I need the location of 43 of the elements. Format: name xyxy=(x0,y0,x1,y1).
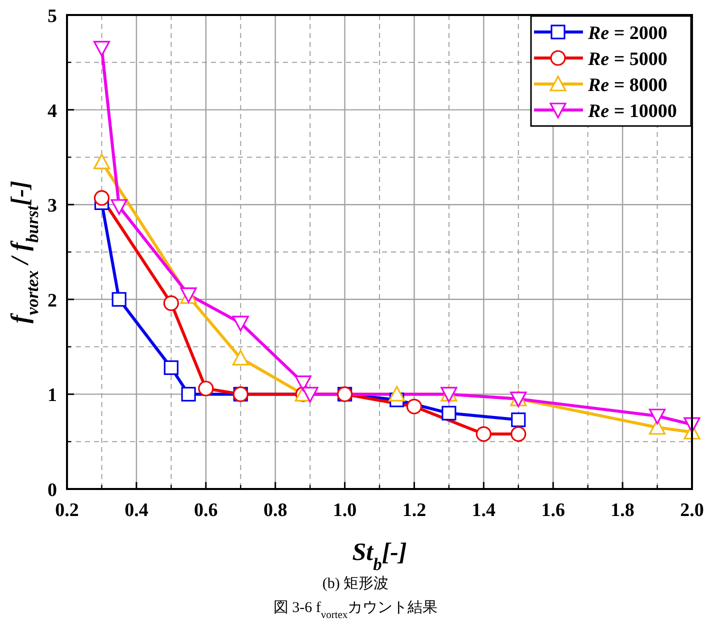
point xyxy=(232,350,249,366)
point xyxy=(302,386,318,402)
x-tick-label: 2.0 xyxy=(680,500,704,521)
y-tick-label: 2 xyxy=(48,290,57,312)
point xyxy=(93,40,110,56)
point xyxy=(510,426,526,442)
text: (b) 矩形波 xyxy=(322,575,389,592)
point xyxy=(476,426,492,442)
point xyxy=(164,360,178,375)
point xyxy=(511,412,526,428)
legend-label: Re = 5000 xyxy=(587,49,668,70)
caption: 図 3-6 f$_{vortex}$カウント結果 xyxy=(273,600,438,620)
x-tick-label: 0.8 xyxy=(263,500,288,521)
y-tick-label: 3 xyxy=(48,196,57,217)
x-tick-label: 1.8 xyxy=(610,500,634,521)
point xyxy=(406,398,422,414)
point xyxy=(442,406,456,420)
point xyxy=(198,380,214,396)
legend-label: Re = 2000 xyxy=(587,23,668,44)
point xyxy=(181,386,196,402)
y-tick-label: 1 xyxy=(48,385,57,406)
point xyxy=(163,295,179,311)
x-tick-label: 1.4 xyxy=(472,500,496,521)
point xyxy=(94,190,110,206)
point xyxy=(110,199,128,215)
x-tick-label: 0.4 xyxy=(124,500,149,521)
point xyxy=(112,292,126,307)
y-tick-label: 0 xyxy=(48,480,57,501)
x-tick-label: 0.6 xyxy=(194,500,218,521)
point xyxy=(93,154,110,170)
x-tick-label: 1.2 xyxy=(402,500,426,521)
point xyxy=(232,316,249,332)
legend-label: Re = 8000 xyxy=(587,75,668,96)
x-axis-title: St$_{b}$[-] xyxy=(352,539,407,574)
point xyxy=(388,386,406,402)
x-tick-label: 0.2 xyxy=(55,500,79,521)
point xyxy=(648,408,666,424)
y-tick-label: 4 xyxy=(48,100,58,122)
x-tick-label: 1.6 xyxy=(541,500,565,521)
point xyxy=(294,376,312,392)
y-tick-label: 5 xyxy=(48,6,57,27)
legend-label: Re = 10000 xyxy=(587,101,677,122)
x-tick-label: 1.0 xyxy=(332,500,357,521)
